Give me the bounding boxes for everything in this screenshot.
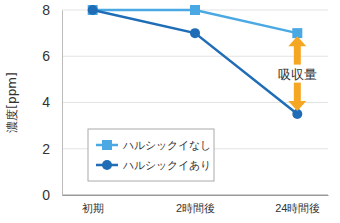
legend-label: ハルシックイあり bbox=[122, 159, 211, 172]
y-axis-line bbox=[62, 11, 63, 196]
x-tick: 初期 bbox=[82, 195, 104, 214]
x-tick: 2時間後 bbox=[176, 195, 215, 214]
x-tick-label: 24時間後 bbox=[275, 202, 320, 214]
marker bbox=[190, 5, 200, 15]
marker bbox=[190, 28, 200, 38]
annotation-arrow-head bbox=[288, 36, 306, 46]
y-tick: 2 bbox=[42, 141, 62, 157]
annotation-text: 吸収量 bbox=[278, 67, 317, 82]
annotation-backdrop bbox=[275, 65, 319, 83]
grid-line bbox=[62, 195, 328, 196]
annotation: 吸収量 bbox=[275, 36, 319, 111]
legend-marker bbox=[102, 160, 112, 170]
y-tick-label: 0 bbox=[42, 187, 50, 203]
series-line bbox=[93, 10, 298, 114]
grid bbox=[62, 10, 328, 195]
x-tick-label: 2時間後 bbox=[176, 202, 215, 214]
marks bbox=[88, 5, 303, 119]
x-tick: 24時間後 bbox=[275, 195, 320, 214]
y-tick: 4 bbox=[42, 94, 62, 110]
x-axis-line bbox=[63, 195, 329, 196]
marker bbox=[88, 5, 98, 15]
grid-line bbox=[62, 102, 328, 103]
legend-marker bbox=[102, 140, 112, 150]
y-tick-label: 2 bbox=[42, 141, 50, 157]
marker bbox=[88, 5, 98, 15]
grid-line bbox=[62, 56, 328, 57]
y-tick: 6 bbox=[42, 48, 62, 64]
legend: ハルシックイなしハルシックイあり bbox=[88, 129, 214, 181]
y-tick: 8 bbox=[42, 2, 62, 18]
y-tick-label: 4 bbox=[42, 94, 50, 110]
x-axis: 初期 2時間後 24時間後 bbox=[63, 195, 329, 214]
annotation-arrow-head bbox=[288, 101, 306, 111]
y-axis-title: 濃度[ppm] bbox=[5, 72, 19, 132]
plot: 0 2 4 6 8 初期 2時間後 24時間後 吸収量ハルシックイなしハルシックイあり bbox=[42, 2, 328, 214]
y-axis: 0 2 4 6 8 bbox=[42, 2, 62, 203]
y-tick: 0 bbox=[42, 187, 62, 203]
legend-box bbox=[88, 129, 214, 181]
x-tick-label: 初期 bbox=[82, 202, 104, 214]
legend-label: ハルシックイなし bbox=[122, 139, 211, 152]
y-tick-label: 8 bbox=[42, 2, 50, 18]
chart: 0 2 4 6 8 初期 2時間後 24時間後 吸収量ハルシックイなしハルシックイあり 濃度[pp… bbox=[0, 0, 340, 223]
y-tick-label: 6 bbox=[42, 48, 50, 64]
